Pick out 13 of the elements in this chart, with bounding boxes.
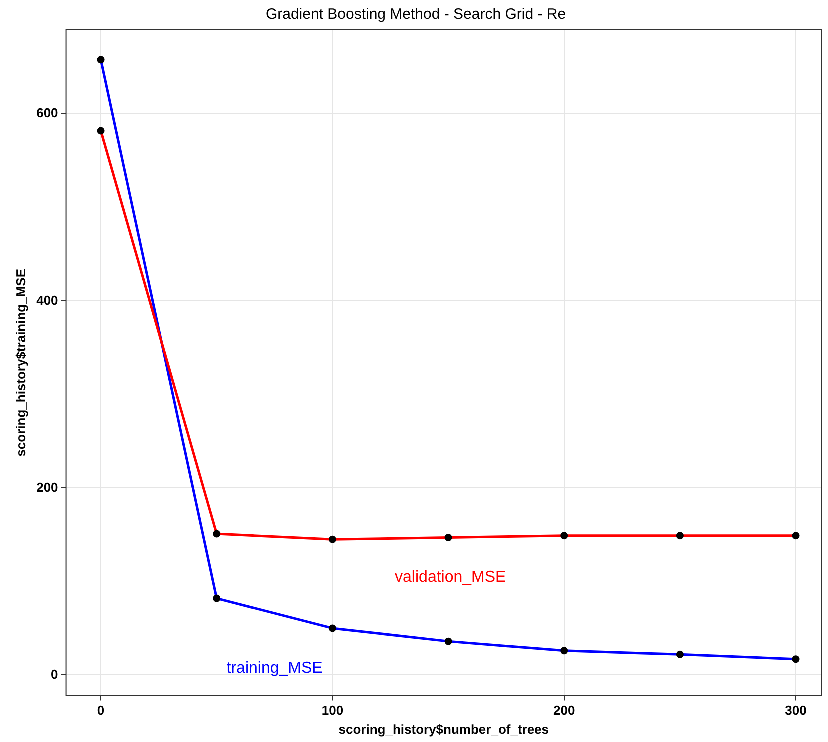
y-axis-title: scoring_history$training_MSE xyxy=(13,268,28,457)
x-tick-label: 100 xyxy=(322,703,344,718)
x-tick-label: 0 xyxy=(97,703,105,718)
y-tick-label: 400 xyxy=(36,292,58,308)
x-axis-title: scoring_history$number_of_trees xyxy=(338,722,550,737)
y-tick-label: 600 xyxy=(36,106,58,121)
x-tick-label: 200 xyxy=(554,703,576,718)
y-tick-label: 0 xyxy=(51,666,58,682)
x-tick-label: 300 xyxy=(785,703,807,718)
series-label: validation_MSE xyxy=(395,569,506,586)
chart-title: Gradient Boosting Method - Search Grid - Re xyxy=(266,6,566,24)
y-tick-label: 200 xyxy=(36,480,58,495)
series-label: training_MSE xyxy=(226,660,323,677)
